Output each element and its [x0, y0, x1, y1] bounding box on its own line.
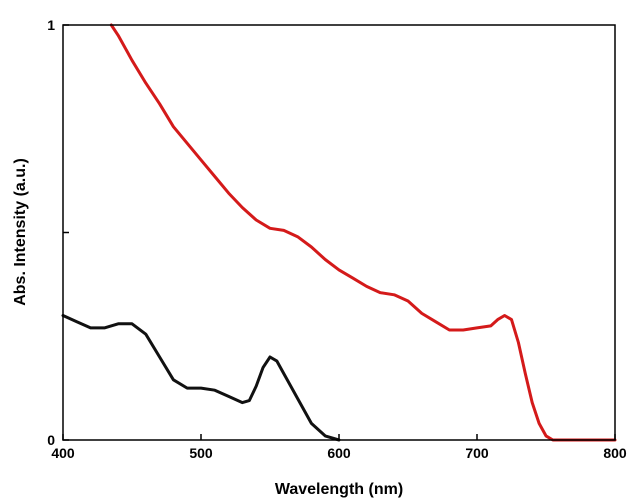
y-axis-title: Abs. Intensity (a.u.) [12, 158, 29, 306]
x-tick-label-400: 400 [51, 445, 75, 461]
x-tick-label-800: 800 [603, 445, 627, 461]
x-axis-title: Wavelength (nm) [275, 481, 403, 498]
x-tick-label-600: 600 [327, 445, 351, 461]
series-layer [61, 23, 617, 442]
y-tick-label-1: 1 [47, 17, 55, 33]
y-tick-label-0: 0 [47, 432, 55, 448]
series-line-2 [61, 314, 341, 442]
x-tick-label-700: 700 [465, 445, 489, 461]
x-tick-label-500: 500 [189, 445, 213, 461]
ticks-layer: 400 500 600 700 800 0 1 [47, 17, 627, 461]
series-line-1 [109, 23, 617, 442]
